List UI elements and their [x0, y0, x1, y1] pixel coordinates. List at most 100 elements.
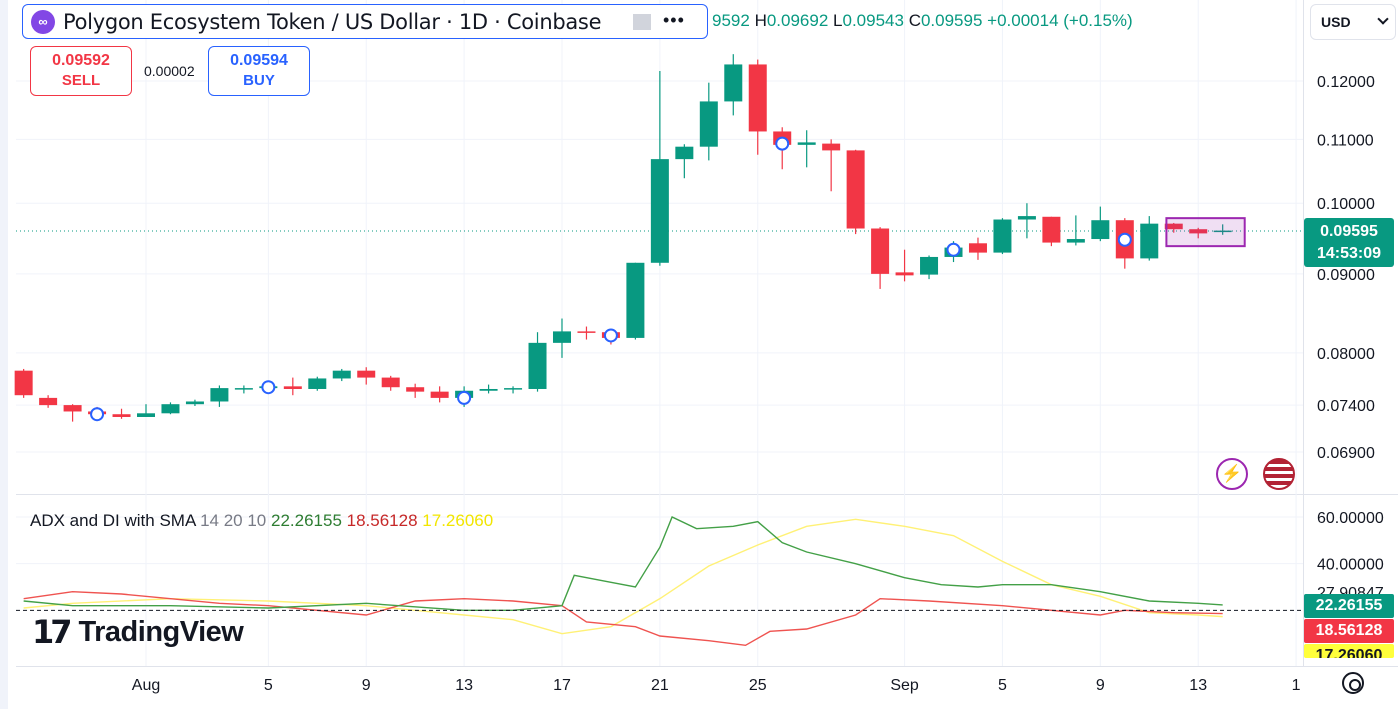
low-value: 0.09543 — [842, 11, 904, 30]
adx-value-tag: 22.26155 — [1304, 594, 1394, 618]
tradingview-logo-icon: 17 — [32, 613, 72, 651]
bolt-icon[interactable]: ⚡ — [1216, 458, 1248, 490]
ohlc-legend: 9592 H0.09692 L0.09543 C0.09595 +0.00014… — [712, 11, 1133, 31]
high-value: 0.09692 — [766, 11, 829, 30]
settings-icon[interactable] — [1342, 672, 1364, 694]
price-tick-label: 0.10000 — [1317, 196, 1375, 213]
time-tick-label: 1 — [1292, 677, 1301, 694]
last-price: 0.09595 — [1320, 223, 1378, 240]
candle-body — [895, 272, 914, 276]
candle-body — [430, 391, 449, 398]
candle-body — [650, 159, 669, 263]
price-tick-label: 0.09000 — [1317, 267, 1375, 284]
candle-body — [185, 401, 204, 405]
candle-body — [332, 370, 351, 379]
sell-label: SELL — [61, 72, 101, 89]
time-tick-label: Aug — [132, 677, 160, 694]
sell-button[interactable]: 0.09592 SELL — [30, 46, 132, 96]
candle-body — [528, 342, 547, 389]
event-marker-icon — [261, 380, 276, 395]
open-value: 9592 — [712, 11, 750, 30]
currency-label: USD — [1321, 14, 1351, 30]
adx-line — [23, 516, 1223, 612]
price-tick-label: 0.06900 — [1317, 445, 1375, 462]
time-tick-label: 5 — [264, 677, 273, 694]
event-marker-icon — [946, 242, 961, 257]
chart-canvas[interactable]: 0.12000 0.11000 0.10000 0.09000 0.08000 0.074… — [8, 0, 1398, 709]
time-tick-label: 17 — [553, 677, 571, 694]
candle-body — [1140, 223, 1159, 259]
spread-value: 0.00002 — [144, 63, 195, 79]
candle-body — [381, 377, 400, 388]
tradingview-watermark: 17 TradingView — [32, 613, 244, 651]
candle-body — [161, 404, 180, 414]
candle-body — [1164, 223, 1183, 230]
last-price-tag: 0.09595 14:53:09 — [1304, 218, 1394, 267]
time-tick-label: 13 — [1189, 677, 1207, 694]
candle-body — [797, 142, 816, 145]
more-icon[interactable]: ••• — [663, 10, 685, 30]
time-tick-label: 25 — [749, 677, 767, 694]
candle-body — [283, 386, 302, 389]
candle-body — [675, 146, 694, 160]
low-label: L — [833, 11, 843, 30]
candle-body — [1042, 216, 1061, 243]
candle-body — [1213, 230, 1232, 233]
selection-rectangle — [1165, 217, 1246, 248]
indicator-legend[interactable]: ADX and DI with SMA 14 20 10 22.26155 18… — [30, 511, 493, 531]
candle-body — [699, 101, 718, 147]
tradingview-text: TradingView — [78, 615, 244, 648]
event-marker-icon — [90, 407, 105, 422]
buy-button[interactable]: 0.09594 BUY — [208, 46, 310, 96]
candle-body — [112, 414, 131, 417]
candle-body — [968, 243, 987, 253]
currency-selector[interactable]: USD — [1310, 4, 1396, 40]
event-marker-icon — [775, 136, 790, 151]
candle-body — [846, 150, 865, 229]
high-label: H — [754, 11, 767, 30]
buy-price: 0.09594 — [230, 52, 288, 69]
indicator-diminus-value: 17.26060 — [422, 511, 494, 530]
candle-body — [234, 388, 253, 390]
price-tick-label: 0.11000 — [1317, 132, 1374, 149]
price-tick-label: 0.08000 — [1317, 346, 1375, 363]
indicator-tick-label: 60.00000 — [1317, 510, 1384, 527]
candle-body — [748, 64, 767, 132]
event-marker-icon — [457, 390, 472, 405]
diplus-line — [23, 590, 1223, 647]
candle-body — [871, 228, 890, 274]
candle-body — [39, 397, 58, 406]
change-value: +0.00014 (+0.15%) — [987, 11, 1133, 30]
diplus-value-tag: 18.56128 — [1304, 619, 1394, 643]
candle-body — [504, 388, 523, 390]
time-tick-label: 21 — [651, 677, 669, 694]
time-tick-label: 5 — [998, 677, 1007, 694]
candle-body — [993, 219, 1012, 253]
price-tick-label: 0.07400 — [1317, 398, 1375, 415]
flag-icon[interactable] — [633, 14, 651, 30]
candle-body — [1017, 216, 1036, 220]
candle-body — [406, 387, 425, 392]
candle-body — [552, 331, 571, 343]
candle-body — [63, 405, 82, 412]
candle-body — [1189, 229, 1208, 234]
indicator-params: 14 20 10 — [200, 511, 267, 530]
time-tick-label: Sep — [890, 677, 919, 694]
us-flag-icon[interactable] — [1263, 458, 1295, 490]
indicator-name: ADX and DI with SMA — [30, 511, 196, 530]
event-marker-icon — [603, 328, 618, 343]
symbol-selector[interactable]: ∞ Polygon Ecosystem Token / US Dollar · … — [22, 4, 708, 39]
indicator-adx-value: 22.26155 — [271, 511, 342, 530]
sell-price: 0.09592 — [52, 52, 110, 69]
close-label: C — [908, 11, 921, 30]
candle-body — [626, 262, 645, 338]
candle-body — [137, 413, 155, 417]
indicator-diplus-value: 18.56128 — [346, 511, 418, 530]
candle-body — [308, 378, 327, 389]
bar-countdown: 14:53:09 — [1316, 245, 1382, 262]
candle-body — [920, 256, 939, 275]
chevron-down-icon — [1377, 13, 1389, 25]
candle-body — [210, 388, 229, 402]
diminus-value-tag: 17.26060 — [1304, 644, 1394, 658]
